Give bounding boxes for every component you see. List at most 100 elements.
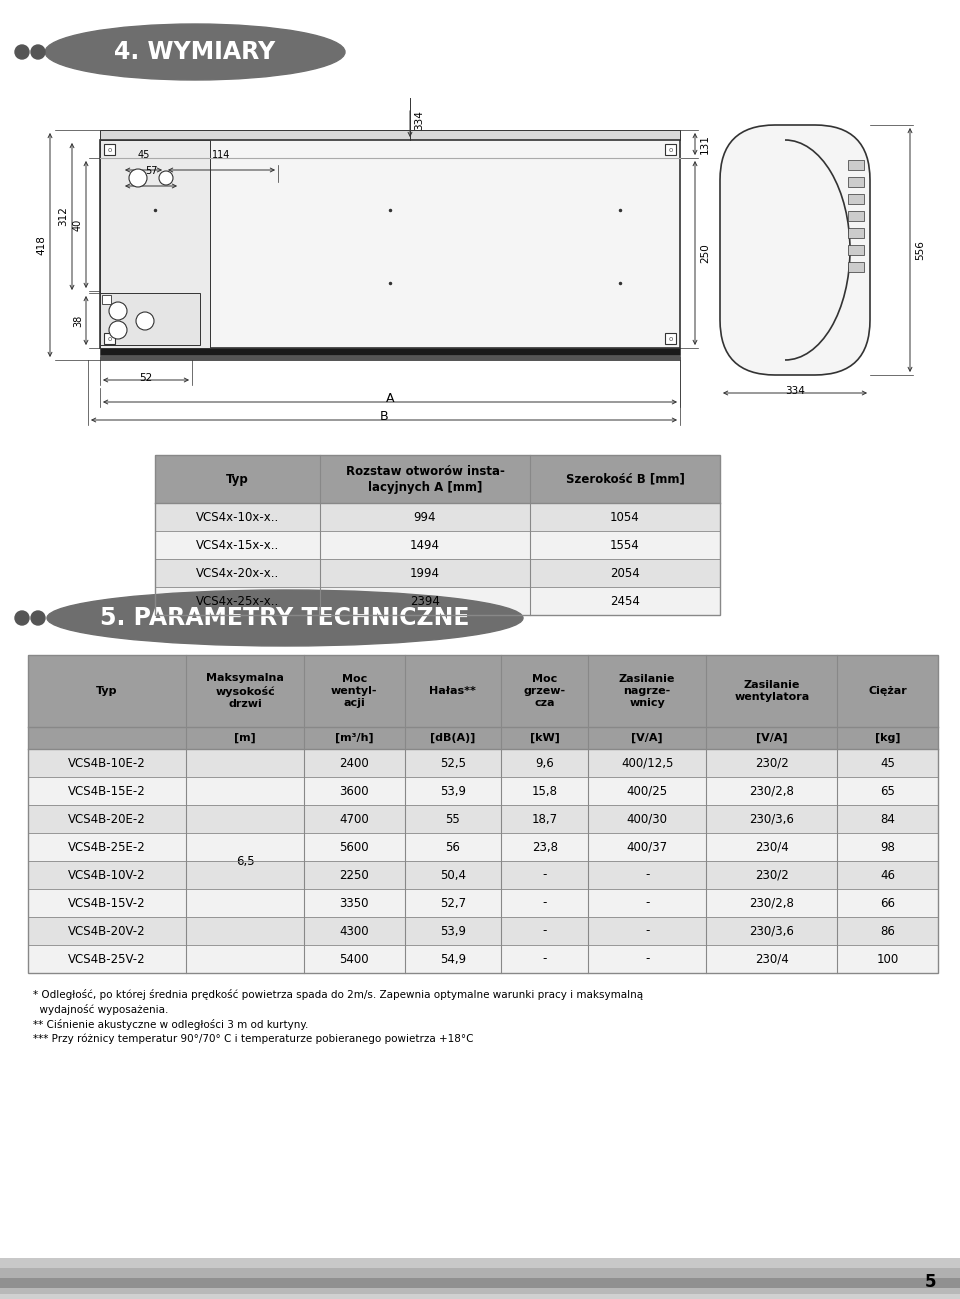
Text: 2394: 2394 [410, 595, 440, 608]
Bar [28, 805, 938, 833]
Text: 9,6: 9,6 [536, 756, 554, 769]
Text: Zasilanie
nagrze-
wnicy: Zasilanie nagrze- wnicy [619, 674, 676, 708]
Text: VCS4x-20x-x..: VCS4x-20x-x.. [196, 566, 279, 579]
Text: -: - [542, 952, 547, 965]
Bar [848, 246, 864, 255]
Circle shape [129, 169, 147, 187]
Text: 4. WYMIARY: 4. WYMIARY [114, 40, 276, 64]
Text: Rozstaw otworów insta-
lacyjnych A [mm]: Rozstaw otworów insta- lacyjnych A [mm] [346, 465, 504, 494]
Bar [848, 160, 864, 170]
Text: 2454: 2454 [610, 595, 640, 608]
Text: 312: 312 [58, 207, 68, 226]
Text: 230/2: 230/2 [755, 869, 789, 882]
Bar [848, 194, 864, 204]
FancyBboxPatch shape [720, 125, 870, 375]
Text: 45: 45 [880, 756, 895, 769]
Text: [V/A]: [V/A] [756, 733, 787, 743]
Circle shape [109, 321, 127, 339]
Text: 3350: 3350 [340, 896, 369, 909]
Text: 52,7: 52,7 [440, 896, 466, 909]
Bar [665, 144, 676, 155]
Bar [28, 777, 938, 805]
Circle shape [136, 312, 154, 330]
Ellipse shape [47, 590, 523, 646]
Bar [848, 210, 864, 221]
Text: Szerokość B [mm]: Szerokość B [mm] [565, 473, 684, 486]
Bar [28, 889, 938, 917]
Bar [0, 1257, 960, 1268]
Text: 114: 114 [212, 149, 230, 160]
Text: Zasilanie
wentylatora: Zasilanie wentylatora [734, 679, 809, 703]
Text: 100: 100 [876, 952, 899, 965]
Text: o: o [668, 335, 673, 342]
Bar [665, 333, 676, 344]
Text: 65: 65 [880, 785, 895, 798]
Bar [100, 356, 680, 360]
Text: 38: 38 [73, 314, 83, 326]
Text: 230/2: 230/2 [755, 756, 789, 769]
Text: 40: 40 [73, 218, 83, 231]
Text: 1494: 1494 [410, 539, 440, 552]
Text: 52,5: 52,5 [440, 756, 466, 769]
Text: 5: 5 [924, 1273, 936, 1291]
Text: VCS4B-20V-2: VCS4B-20V-2 [68, 925, 146, 938]
Text: 1054: 1054 [611, 511, 640, 523]
Text: 84: 84 [880, 812, 895, 825]
Bar [28, 727, 938, 750]
Text: -: - [645, 952, 649, 965]
Text: Maksymalna
wysokość
drzwi: Maksymalna wysokość drzwi [206, 673, 284, 709]
Text: 400/25: 400/25 [627, 785, 668, 798]
Bar [100, 294, 200, 346]
Text: 86: 86 [880, 925, 895, 938]
Text: 994: 994 [414, 511, 436, 523]
Bar [28, 750, 938, 777]
Text: 2054: 2054 [611, 566, 640, 579]
Text: [m]: [m] [234, 733, 256, 743]
Text: 53,9: 53,9 [440, 925, 466, 938]
Text: -: - [645, 869, 649, 882]
Text: 66: 66 [880, 896, 896, 909]
Text: -: - [645, 925, 649, 938]
Text: 418: 418 [36, 235, 46, 255]
Text: 53,9: 53,9 [440, 785, 466, 798]
Text: 4700: 4700 [340, 812, 370, 825]
Text: Hałas**: Hałas** [429, 686, 476, 696]
Text: 1994: 1994 [410, 566, 440, 579]
Circle shape [31, 611, 45, 625]
Bar [102, 295, 111, 304]
Circle shape [109, 301, 127, 320]
Text: 57: 57 [145, 166, 157, 175]
Circle shape [15, 45, 29, 58]
Bar [0, 1278, 960, 1289]
Text: 2250: 2250 [340, 869, 370, 882]
Text: 230/2,8: 230/2,8 [750, 896, 794, 909]
Bar [104, 144, 115, 155]
Text: ** Ciśnienie akustyczne w odległości 3 m od kurtyny.: ** Ciśnienie akustyczne w odległości 3 m… [33, 1018, 308, 1030]
Text: 334: 334 [414, 110, 424, 130]
Text: 50,4: 50,4 [440, 869, 466, 882]
Bar [28, 655, 938, 973]
Text: [kg]: [kg] [875, 733, 900, 743]
Text: Moc
wentyl-
acji: Moc wentyl- acji [331, 674, 377, 708]
Bar [0, 1294, 960, 1299]
Bar [28, 861, 938, 889]
Bar [100, 140, 680, 348]
Text: 6,5: 6,5 [236, 855, 254, 868]
Text: 3600: 3600 [340, 785, 370, 798]
Text: [V/A]: [V/A] [632, 733, 663, 743]
Bar [155, 559, 720, 587]
Text: 15,8: 15,8 [532, 785, 558, 798]
Text: wydajność wyposażenia.: wydajność wyposażenia. [33, 1004, 168, 1015]
Text: 230/2,8: 230/2,8 [750, 785, 794, 798]
Text: 1554: 1554 [611, 539, 640, 552]
Text: Moc
grzew-
cza: Moc grzew- cza [523, 674, 565, 708]
Bar [0, 1289, 960, 1298]
Bar [155, 531, 720, 559]
Bar [848, 262, 864, 271]
Text: o: o [108, 335, 111, 342]
Bar [28, 655, 938, 727]
Bar [155, 587, 720, 614]
Text: *** Przy różnicy temperatur 90°/70° C i temperaturze pobieranego powietrza +18°C: *** Przy różnicy temperatur 90°/70° C i … [33, 1034, 473, 1044]
Text: 45: 45 [137, 149, 150, 160]
Text: 250: 250 [700, 243, 710, 262]
